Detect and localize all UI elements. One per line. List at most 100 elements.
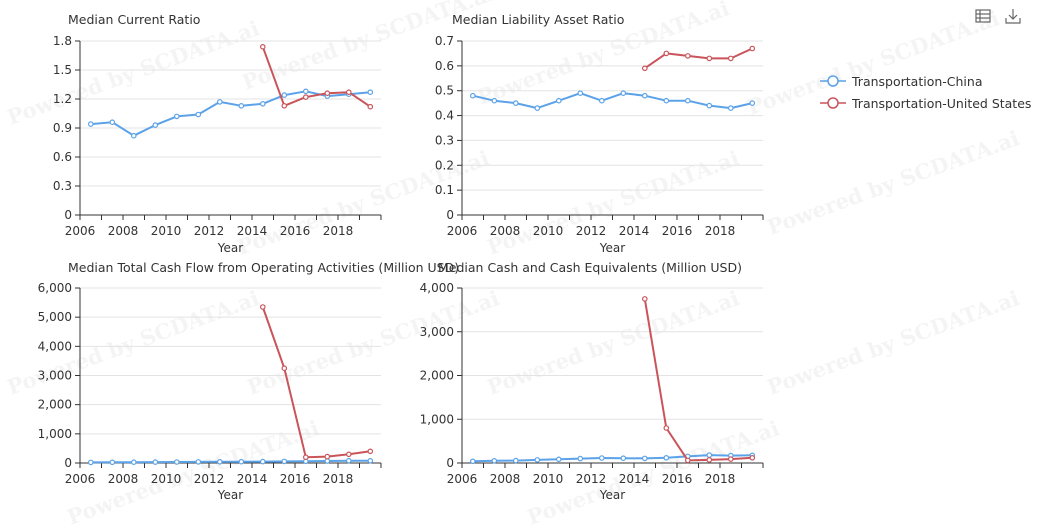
series-line-china	[90, 459, 371, 464]
x-tick-label: 2018	[323, 224, 354, 238]
chart-title: Median Total Cash Flow from Operating Ac…	[68, 260, 459, 275]
data-point-united-states	[324, 453, 331, 460]
x-tick-label: 2008	[490, 472, 521, 486]
charts-canvas: Median Current Ratio 0 0.3 0.6 0.9 1.2 1.5 1.8 2…	[38, 12, 764, 502]
data-point-china	[641, 455, 648, 462]
data-point-china	[598, 455, 605, 461]
data-point-united-states	[324, 90, 331, 97]
data-point-china	[174, 459, 180, 465]
chart-panel-2: Median Liability Asset Ratio 0 0.1 0.2 0.3 0.…	[435, 12, 764, 255]
data-point-china	[555, 97, 562, 104]
y-tick-label: 0.1	[435, 183, 454, 197]
x-axis-title: Year	[599, 488, 625, 502]
data-point-china	[727, 105, 734, 111]
data-point-china	[512, 457, 519, 464]
data-point-china	[259, 458, 266, 465]
data-point-united-states	[749, 454, 756, 461]
series-line-china	[472, 454, 753, 463]
data-point-china	[281, 458, 288, 465]
data-point-china	[367, 457, 374, 464]
data-point-china	[302, 88, 309, 95]
y-tick-label: 0.6	[53, 150, 72, 164]
x-tick-label: 2016	[662, 472, 693, 486]
y-tick-label: 3,000	[38, 369, 72, 383]
legend-item-united-states[interactable]: Transportation-United States	[820, 92, 1031, 114]
y-tick-label: 1,000	[38, 427, 72, 441]
data-point-china	[109, 459, 116, 466]
x-tick-label: 2012	[576, 472, 607, 486]
data-point-united-states	[345, 89, 352, 96]
series-line-china	[472, 92, 753, 110]
x-tick-label: 2010	[533, 472, 564, 486]
y-tick-label: 1.2	[53, 92, 72, 106]
x-tick-label: 2008	[108, 224, 139, 238]
data-point-china	[88, 459, 94, 466]
data-point-united-states	[259, 304, 266, 310]
data-point-united-states	[281, 103, 288, 109]
data-point-china	[706, 102, 713, 109]
x-tick-label: 2018	[705, 472, 736, 486]
data-point-china	[88, 121, 94, 127]
x-axis-title: Year	[217, 488, 243, 502]
series-line-united-states	[261, 306, 371, 459]
y-tick-label: 1,000	[420, 412, 454, 426]
data-view-icon[interactable]	[973, 6, 993, 26]
data-point-united-states	[727, 55, 734, 62]
data-point-united-states	[641, 65, 648, 72]
data-point-united-states	[727, 456, 734, 462]
data-point-china	[217, 458, 223, 465]
data-point-china	[512, 100, 519, 106]
legend-label-china: Transportation-China	[852, 73, 983, 89]
series-line-united-states	[261, 46, 371, 108]
y-tick-label: 0.3	[53, 179, 72, 193]
data-point-china	[131, 132, 137, 139]
data-point-china	[663, 454, 670, 461]
x-tick-label: 2012	[194, 224, 225, 238]
x-tick-label: 2010	[151, 224, 182, 238]
data-point-china	[684, 97, 691, 104]
data-point-china	[345, 457, 352, 464]
y-tick-label: 2,000	[38, 398, 72, 412]
data-point-china	[491, 97, 498, 104]
data-point-china	[152, 459, 159, 465]
y-tick-label: 0	[64, 208, 72, 222]
chart-title: Median Current Ratio	[68, 12, 200, 27]
y-tick-label: 0	[64, 456, 72, 470]
data-point-china	[217, 99, 223, 105]
legend-label-united-states: Transportation-United States	[852, 95, 1032, 111]
chart-panel-4: Median Cash and Cash Equivalents (Millio…	[420, 260, 764, 502]
y-tick-label: 1.5	[53, 63, 72, 77]
series-line-united-states	[644, 47, 753, 70]
x-tick-label: 2018	[323, 472, 354, 486]
data-point-united-states	[749, 45, 756, 52]
data-point-china	[195, 111, 202, 118]
data-point-china	[469, 92, 476, 99]
data-point-united-states	[706, 457, 713, 463]
legend-marker-china	[820, 75, 846, 87]
legend-marker-united-states	[820, 97, 846, 109]
data-point-china	[259, 101, 266, 107]
chart-title: Median Liability Asset Ratio	[452, 12, 624, 27]
data-point-united-states	[302, 454, 309, 461]
x-tick-label: 2008	[108, 472, 139, 486]
x-tick-label: 2014	[237, 224, 268, 238]
data-point-china	[324, 458, 331, 464]
data-point-china	[598, 97, 605, 104]
chart-panel-1: Median Current Ratio 0 0.3 0.6 0.9 1.2 1.5 1.8 2…	[53, 12, 382, 255]
data-point-china	[555, 456, 562, 463]
data-point-china	[281, 92, 288, 98]
series-line-china	[90, 90, 371, 137]
y-tick-label: 4,000	[420, 281, 454, 295]
data-point-china	[706, 452, 713, 458]
data-point-china	[238, 458, 245, 465]
x-tick-label: 2012	[576, 224, 607, 238]
data-point-china	[152, 122, 159, 128]
download-icon[interactable]	[1003, 6, 1023, 26]
y-tick-label: 0.7	[435, 34, 454, 48]
x-tick-label: 2006	[447, 472, 478, 486]
legend-item-china[interactable]: Transportation-China	[820, 70, 1031, 92]
x-tick-label: 2010	[533, 224, 564, 238]
y-tick-label: 0.4	[435, 109, 454, 123]
data-point-united-states	[641, 296, 648, 302]
data-point-china	[174, 113, 180, 120]
